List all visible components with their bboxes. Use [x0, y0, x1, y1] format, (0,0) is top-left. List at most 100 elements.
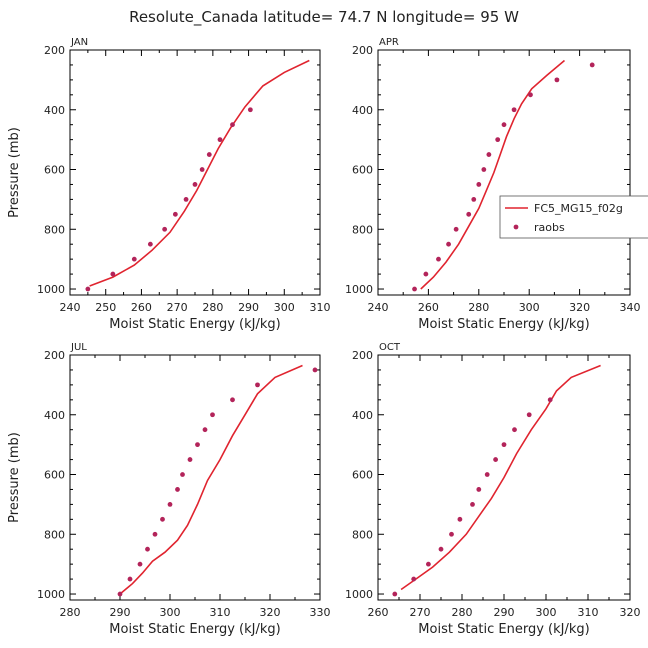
raobs-point: [411, 576, 417, 582]
raobs-point: [199, 167, 205, 172]
raobs-point: [85, 286, 91, 292]
y-tick-label: 800: [352, 223, 373, 236]
raobs-point: [554, 77, 560, 83]
raobs-point: [175, 487, 180, 492]
raobs-point: [426, 561, 431, 567]
x-tick-label: 310: [310, 301, 331, 314]
x-tick-label: 240: [60, 301, 81, 314]
raobs-point: [145, 546, 150, 552]
x-tick-label: 330: [310, 606, 331, 619]
model-line: [400, 364, 601, 591]
raobs-point: [147, 241, 153, 247]
model-line: [119, 364, 303, 595]
y-tick-label: 200: [44, 349, 65, 362]
panel-jan: 240 250 260 270 280 290 300 310 200 400 600 800 1000…: [7, 37, 331, 332]
legend-label-model: FC5_MG15_f02g: [534, 202, 623, 215]
raobs-point: [495, 137, 501, 143]
raobs-point: [501, 442, 507, 448]
raobs-point: [172, 211, 178, 217]
raobs-point: [392, 591, 398, 597]
y-axis-label: Pressure (mb): [7, 432, 22, 523]
x-tick-label: 300: [519, 301, 540, 314]
x-tick-label: 280: [452, 606, 473, 619]
y-tick-label: 400: [44, 104, 65, 117]
x-tick-label: 320: [620, 606, 641, 619]
raobs-point: [470, 501, 475, 507]
x-tick-label: 270: [167, 301, 188, 314]
raobs-point: [528, 92, 533, 98]
y-tick-label: 800: [44, 528, 65, 541]
panel-title: JAN: [70, 37, 88, 48]
raobs-point: [255, 382, 260, 388]
x-tick-label: 270: [410, 606, 431, 619]
x-tick-label: 280: [202, 301, 223, 314]
raobs-point: [195, 442, 200, 448]
x-axis-label: Moist Static Energy (kJ/kg): [109, 622, 280, 637]
x-axis-label: Moist Static Energy (kJ/kg): [109, 317, 280, 332]
x-tick-label: 290: [110, 606, 131, 619]
x-tick-label: 260: [418, 301, 439, 314]
y-tick-label: 1000: [345, 283, 373, 296]
raobs-point: [436, 256, 441, 262]
raobs-point: [206, 152, 212, 157]
panel-apr: 240 260 280 300 320 340 200 400 600 800 1000 APR Moi…: [345, 37, 648, 332]
raobs-point: [486, 152, 492, 157]
x-tick-label: 240: [368, 301, 389, 314]
raobs-point: [180, 472, 185, 477]
panel-jul: 280 290 300 310 320 330 200 400 600 800 1000 JUL Moi…: [7, 342, 331, 637]
raobs-point: [217, 137, 223, 143]
model-line: [420, 59, 566, 290]
raobs-point: [187, 457, 193, 462]
y-tick-label: 600: [352, 469, 373, 482]
raobs-point: [453, 226, 459, 232]
raobs-point: [127, 576, 133, 582]
raobs-point: [247, 107, 253, 113]
raobs-point: [423, 271, 429, 277]
y-tick-label: 600: [44, 469, 65, 482]
y-tick-label: 200: [352, 349, 373, 362]
raobs-point: [476, 182, 482, 187]
x-tick-label: 290: [494, 606, 515, 619]
raobs-point: [446, 241, 451, 247]
y-tick-label: 400: [44, 409, 65, 422]
legend-box: [499, 195, 648, 239]
x-tick-label: 250: [95, 301, 116, 314]
raobs-point: [481, 167, 487, 172]
plot-frame: [69, 354, 321, 601]
legend-label-raobs: raobs: [534, 221, 565, 234]
y-tick-label: 1000: [345, 588, 373, 601]
raobs-point: [511, 107, 517, 113]
y-axis-label: Pressure (mb): [7, 127, 22, 218]
panel-title: OCT: [379, 342, 401, 353]
y-tick-label: 600: [44, 164, 65, 177]
y-tick-label: 200: [352, 44, 373, 57]
x-tick-label: 260: [131, 301, 152, 314]
raobs-point: [230, 397, 235, 403]
panel-title: APR: [379, 37, 399, 48]
x-tick-label: 300: [160, 606, 181, 619]
raobs-point: [412, 286, 417, 292]
raobs-point: [131, 256, 137, 262]
plot-frame: [69, 49, 321, 296]
raobs-point: [210, 412, 215, 418]
legend-dot-swatch: [513, 224, 519, 230]
x-axis-label: Moist Static Energy (kJ/kg): [418, 317, 589, 332]
y-tick-label: 800: [44, 223, 65, 236]
raobs-point: [192, 182, 198, 187]
y-tick-label: 1000: [37, 588, 65, 601]
x-tick-label: 320: [569, 301, 590, 314]
raobs-point: [160, 516, 165, 522]
raobs-point: [547, 397, 553, 403]
x-tick-label: 280: [468, 301, 489, 314]
x-tick-label: 290: [238, 301, 259, 314]
raobs-point: [512, 427, 517, 433]
x-axis-label: Moist Static Energy (kJ/kg): [418, 622, 589, 637]
raobs-point: [438, 546, 444, 552]
raobs-point: [167, 501, 173, 507]
raobs-point: [110, 271, 116, 277]
raobs-point: [457, 516, 463, 522]
x-tick-label: 280: [60, 606, 81, 619]
raobs-point: [471, 196, 477, 202]
raobs-point: [501, 122, 507, 128]
